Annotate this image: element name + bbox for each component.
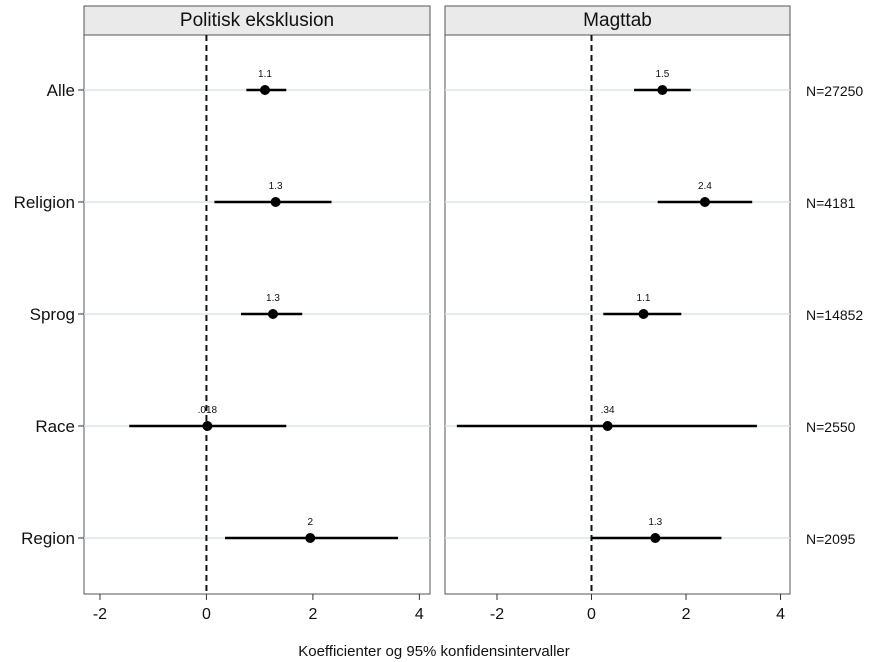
point-estimate (305, 533, 316, 543)
x-tick-label: -2 (490, 606, 504, 623)
row-label: Sprog (30, 305, 75, 324)
facet-header (83, 5, 431, 36)
point-label: 1.3 (269, 181, 283, 192)
facet-title: Magttab (583, 10, 652, 31)
point-estimate (650, 533, 661, 543)
row-label: Alle (47, 81, 75, 100)
row-label: Race (35, 417, 75, 436)
x-tick-label: 4 (415, 606, 424, 623)
point-label: .34 (601, 405, 615, 416)
n-label: N=2095 (806, 531, 856, 547)
x-tick-label: 0 (202, 606, 211, 623)
point-estimate (202, 421, 213, 431)
x-tick-label: 2 (308, 606, 317, 623)
n-label: N=27250 (806, 83, 863, 99)
point-label: 1.3 (266, 293, 280, 304)
row-label: Region (21, 529, 75, 548)
x-tick-label: 2 (682, 606, 691, 623)
point-label: 2 (307, 517, 313, 528)
point-label: .018 (198, 405, 218, 416)
point-label: 1.1 (258, 69, 272, 80)
n-label: N=14852 (806, 307, 863, 323)
point-estimate (638, 309, 649, 319)
point-estimate (259, 85, 270, 95)
row-label: Religion (14, 193, 75, 212)
point-estimate (657, 85, 668, 95)
point-estimate (267, 309, 278, 319)
x-axis-title: Koefficienter og 95% konfidensintervalle… (298, 643, 570, 660)
facet-header (444, 5, 791, 36)
x-tick-label: -2 (93, 606, 107, 623)
point-label: 1.1 (637, 293, 651, 304)
x-tick-label: 0 (587, 606, 596, 623)
point-label: 1.5 (655, 69, 669, 80)
facet-title: Politisk eksklusion (180, 10, 334, 31)
point-estimate (602, 421, 613, 431)
point-estimate (270, 197, 281, 207)
x-tick-label: 4 (776, 606, 785, 623)
point-estimate (699, 197, 710, 207)
point-label: 1.3 (648, 517, 662, 528)
n-label: N=4181 (806, 195, 856, 211)
point-label: 2.4 (698, 181, 712, 192)
n-label: N=2550 (806, 419, 856, 435)
